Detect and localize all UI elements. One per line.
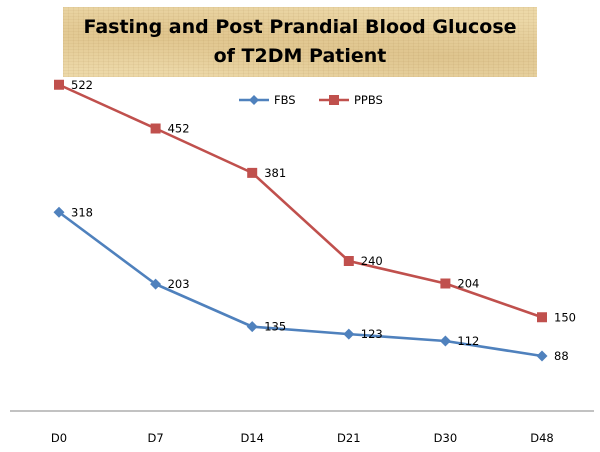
legend-item-ppbs: PPBS bbox=[319, 93, 383, 107]
x-tick-label: D30 bbox=[434, 431, 458, 445]
series-fbs: 318 203 135 123 112 88 bbox=[53, 205, 569, 363]
data-label: 135 bbox=[264, 320, 286, 334]
data-label: 204 bbox=[457, 277, 479, 291]
data-label: 452 bbox=[168, 122, 190, 136]
legend-label: PPBS bbox=[354, 93, 383, 107]
data-point-marker bbox=[343, 328, 355, 340]
data-point-marker bbox=[439, 335, 451, 347]
data-label: 112 bbox=[457, 334, 479, 348]
data-point-marker bbox=[343, 256, 354, 266]
data-point-marker bbox=[246, 321, 258, 333]
legend-item-fbs: FBS bbox=[239, 93, 296, 107]
legend: FBS PPBS bbox=[239, 93, 383, 107]
x-tick-labels: D0 D7 D14 D21 D30 D48 bbox=[51, 431, 554, 445]
data-point-marker bbox=[247, 167, 258, 178]
data-point-marker bbox=[53, 206, 65, 218]
data-point-marker bbox=[150, 278, 162, 290]
data-point-marker bbox=[440, 278, 451, 289]
x-tick-label: D0 bbox=[51, 431, 67, 445]
data-point-marker bbox=[537, 312, 547, 323]
series-ppbs: 522 452 381 240 204 150 bbox=[54, 78, 576, 324]
data-point-marker bbox=[150, 123, 161, 134]
series-line bbox=[58, 83, 543, 319]
legend-marker bbox=[249, 95, 259, 105]
series-layer: 318 203 135 123 112 88 522 452 381 240 204 150 bbox=[53, 78, 576, 363]
x-tick-label: D48 bbox=[530, 431, 554, 445]
chart-title-banner: Fasting and Post Prandial Blood Glucose … bbox=[63, 7, 537, 77]
series-line bbox=[58, 211, 543, 358]
data-label: 240 bbox=[361, 254, 383, 268]
chart-title: Fasting and Post Prandial Blood Glucose … bbox=[83, 16, 517, 67]
data-point-marker bbox=[536, 350, 548, 362]
data-label: 318 bbox=[71, 205, 93, 219]
data-label: 123 bbox=[361, 327, 383, 341]
data-label: 381 bbox=[264, 166, 286, 180]
legend-label: FBS bbox=[274, 93, 296, 107]
data-point-marker bbox=[54, 79, 64, 90]
x-tick-label: D21 bbox=[337, 431, 361, 445]
data-label: 88 bbox=[554, 349, 569, 363]
legend-marker bbox=[329, 95, 339, 105]
x-tick-label: D7 bbox=[148, 431, 164, 445]
data-label: 522 bbox=[71, 78, 93, 92]
x-tick-label: D14 bbox=[240, 431, 264, 445]
data-label: 203 bbox=[168, 277, 190, 291]
data-label: 150 bbox=[554, 310, 576, 324]
